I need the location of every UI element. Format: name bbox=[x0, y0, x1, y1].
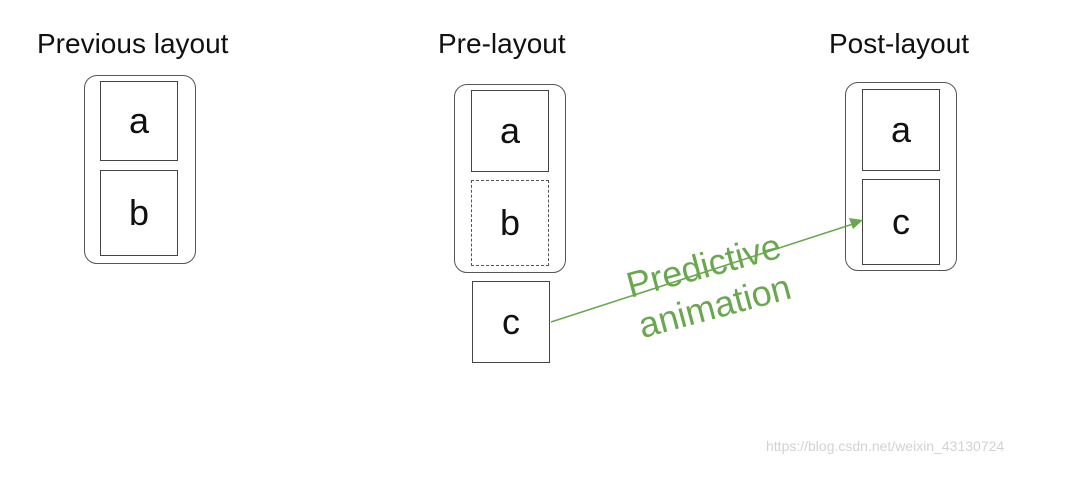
previous-layout-title: Previous layout bbox=[37, 28, 229, 59]
predictive-animation-label: Predictive animation bbox=[622, 225, 796, 347]
pre-item-b-removed: b bbox=[471, 180, 549, 266]
previous-item-a: a bbox=[100, 81, 178, 161]
previous-item-b: b bbox=[100, 170, 178, 256]
watermark-url: https://blog.csdn.net/weixin_43130724 bbox=[766, 438, 1005, 454]
pre-item-a: a bbox=[471, 90, 549, 172]
pre-layout-title: Pre-layout bbox=[438, 28, 566, 59]
post-item-c: c bbox=[862, 179, 940, 265]
previous-layout-container: a b bbox=[84, 75, 196, 264]
post-layout-title: Post-layout bbox=[829, 28, 970, 59]
post-layout-container: a c bbox=[845, 82, 957, 271]
post-item-a: a bbox=[862, 89, 940, 171]
pre-item-c-offscreen: c bbox=[472, 281, 550, 363]
pre-layout-container: a b bbox=[454, 84, 566, 273]
